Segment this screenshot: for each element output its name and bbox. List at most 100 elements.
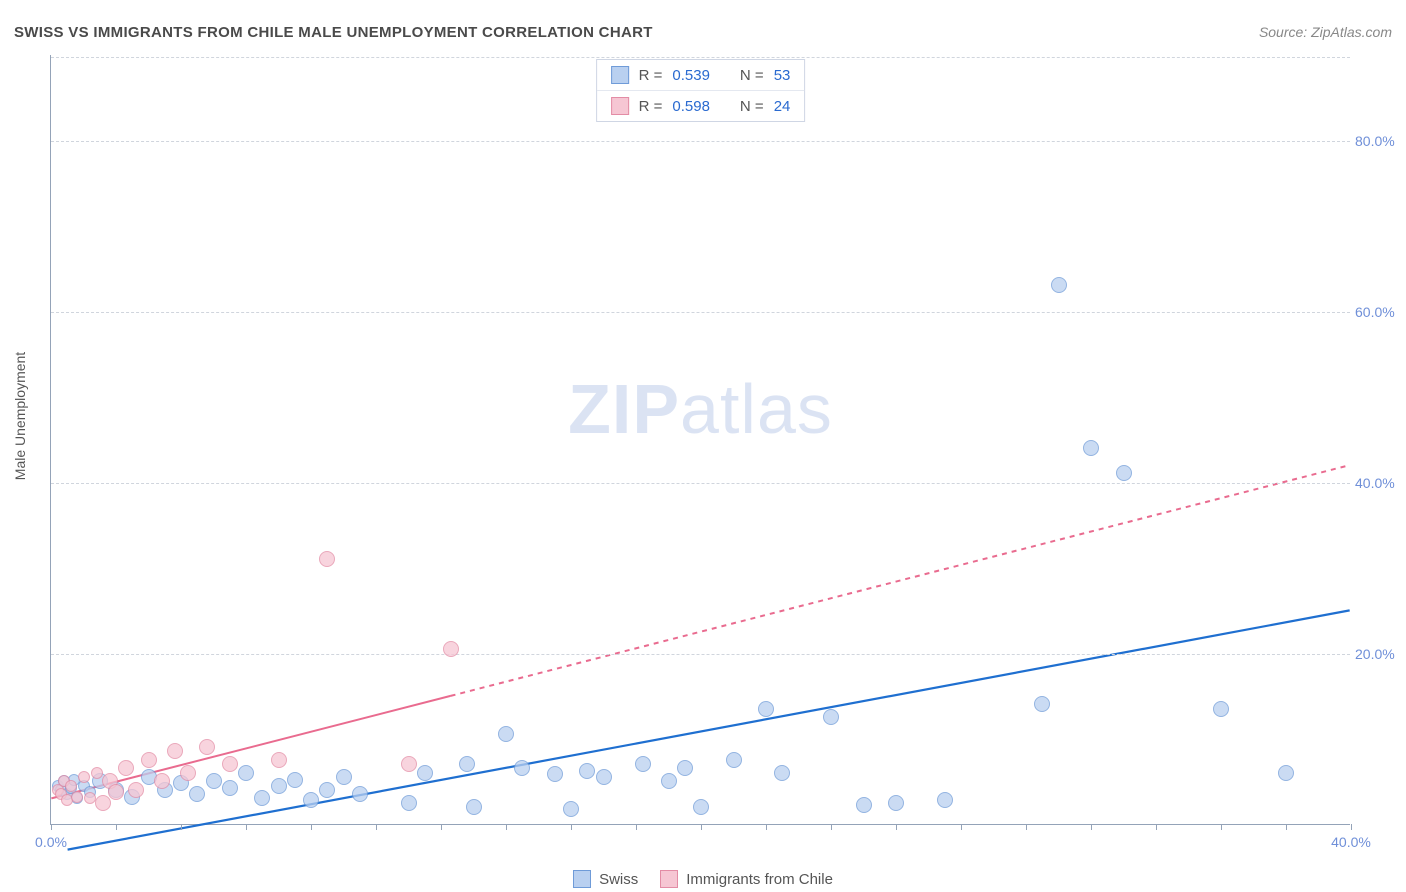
- data-point-swiss: [596, 769, 612, 785]
- data-point-chile: [401, 756, 417, 772]
- x-tick: [1221, 824, 1222, 830]
- source-attribution: Source: ZipAtlas.com: [1259, 24, 1392, 40]
- x-tick: [441, 824, 442, 830]
- data-point-chile: [95, 795, 111, 811]
- data-point-chile: [180, 765, 196, 781]
- y-tick-label: 40.0%: [1355, 475, 1406, 491]
- data-point-swiss: [206, 773, 222, 789]
- data-point-chile: [271, 752, 287, 768]
- data-point-swiss: [271, 778, 287, 794]
- data-point-swiss: [1213, 701, 1229, 717]
- legend-item-swiss: Swiss: [573, 870, 638, 888]
- x-tick: [311, 824, 312, 830]
- data-point-chile: [91, 767, 103, 779]
- x-tick: [766, 824, 767, 830]
- x-tick: [1091, 824, 1092, 830]
- swatch-chile: [660, 870, 678, 888]
- data-point-swiss: [319, 782, 335, 798]
- r-label: R =: [639, 67, 663, 84]
- y-axis-label: Male Unemployment: [12, 352, 28, 480]
- data-point-chile: [118, 760, 134, 776]
- y-tick-label: 80.0%: [1355, 133, 1406, 149]
- data-point-swiss: [823, 709, 839, 725]
- data-point-swiss: [677, 760, 693, 776]
- x-tick-label: 0.0%: [35, 834, 67, 850]
- x-tick: [1351, 824, 1352, 830]
- watermark-light: atlas: [680, 370, 833, 448]
- data-point-swiss: [563, 801, 579, 817]
- data-point-swiss: [661, 773, 677, 789]
- watermark-bold: ZIP: [568, 370, 680, 448]
- stats-legend-row-swiss: R = 0.539 N = 53: [597, 60, 805, 90]
- n-value-chile: 24: [774, 98, 791, 115]
- legend-item-chile: Immigrants from Chile: [660, 870, 833, 888]
- data-point-swiss: [287, 772, 303, 788]
- data-point-chile: [128, 782, 144, 798]
- r-label: R =: [639, 98, 663, 115]
- x-tick: [1286, 824, 1287, 830]
- data-point-swiss: [1116, 465, 1132, 481]
- n-label: N =: [740, 98, 764, 115]
- x-tick: [636, 824, 637, 830]
- x-tick: [1026, 824, 1027, 830]
- gridline: [51, 57, 1350, 58]
- legend-label-swiss: Swiss: [599, 871, 638, 888]
- n-label: N =: [740, 67, 764, 84]
- gridline: [51, 141, 1350, 142]
- data-point-swiss: [417, 765, 433, 781]
- data-point-swiss: [888, 795, 904, 811]
- data-point-swiss: [401, 795, 417, 811]
- x-tick: [896, 824, 897, 830]
- x-tick: [831, 824, 832, 830]
- data-point-chile: [78, 771, 90, 783]
- gridline: [51, 654, 1350, 655]
- data-point-swiss: [856, 797, 872, 813]
- x-tick: [181, 824, 182, 830]
- data-point-swiss: [693, 799, 709, 815]
- watermark: ZIPatlas: [568, 369, 833, 449]
- data-point-chile: [319, 551, 335, 567]
- gridline: [51, 312, 1350, 313]
- data-point-swiss: [466, 799, 482, 815]
- stats-legend: R = 0.539 N = 53 R = 0.598 N = 24: [596, 59, 806, 122]
- data-point-swiss: [774, 765, 790, 781]
- stats-legend-row-chile: R = 0.598 N = 24: [597, 90, 805, 121]
- data-point-swiss: [635, 756, 651, 772]
- data-point-swiss: [336, 769, 352, 785]
- data-point-chile: [154, 773, 170, 789]
- data-point-swiss: [547, 766, 563, 782]
- data-point-chile: [199, 739, 215, 755]
- x-tick: [506, 824, 507, 830]
- gridline: [51, 483, 1350, 484]
- y-tick-label: 60.0%: [1355, 304, 1406, 320]
- x-tick: [701, 824, 702, 830]
- n-value-swiss: 53: [774, 67, 791, 84]
- y-axis-label-container: Male Unemployment: [10, 0, 30, 832]
- data-point-swiss: [352, 786, 368, 802]
- data-point-swiss: [459, 756, 475, 772]
- data-point-swiss: [1278, 765, 1294, 781]
- data-point-swiss: [514, 760, 530, 776]
- r-value-chile: 0.598: [672, 98, 710, 115]
- data-point-swiss: [1034, 696, 1050, 712]
- data-point-swiss: [1083, 440, 1099, 456]
- data-point-swiss: [579, 763, 595, 779]
- data-point-swiss: [303, 792, 319, 808]
- swatch-swiss: [573, 870, 591, 888]
- data-point-swiss: [498, 726, 514, 742]
- x-tick: [1156, 824, 1157, 830]
- chart-header: SWISS VS IMMIGRANTS FROM CHILE MALE UNEM…: [14, 24, 1392, 41]
- data-point-swiss: [726, 752, 742, 768]
- data-point-chile: [443, 641, 459, 657]
- scatter-plot-area: ZIPatlas R = 0.539 N = 53 R = 0.598 N = …: [50, 55, 1350, 825]
- x-tick: [116, 824, 117, 830]
- data-point-swiss: [238, 765, 254, 781]
- data-point-swiss: [937, 792, 953, 808]
- x-tick: [376, 824, 377, 830]
- data-point-chile: [65, 780, 77, 792]
- chart-title: SWISS VS IMMIGRANTS FROM CHILE MALE UNEM…: [14, 24, 653, 41]
- data-point-chile: [108, 784, 124, 800]
- data-point-chile: [167, 743, 183, 759]
- y-tick-label: 20.0%: [1355, 646, 1406, 662]
- r-value-swiss: 0.539: [672, 67, 710, 84]
